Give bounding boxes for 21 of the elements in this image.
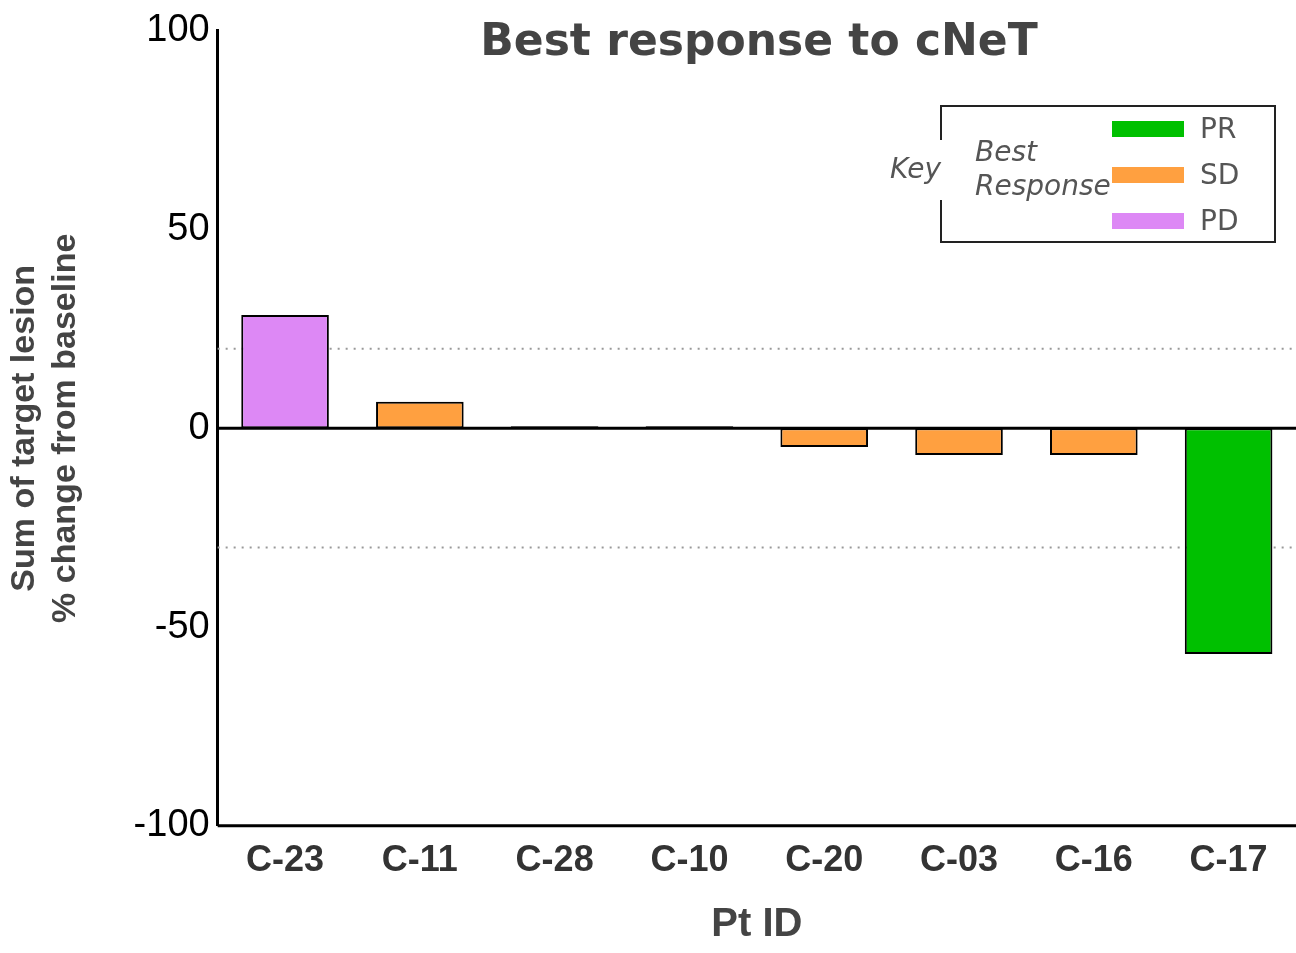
legend-label: PD (1200, 204, 1239, 237)
y-tick-label: 100 (146, 7, 210, 50)
x-tick-label: C-23 (246, 838, 325, 880)
x-tick-label: C-17 (1189, 838, 1268, 880)
x-tick-label: C-28 (515, 838, 594, 880)
x-tick-label: C-11 (381, 838, 458, 880)
y-tick-label: -100 (133, 802, 210, 845)
x-axis-title: Pt ID (711, 900, 803, 945)
legend-label: SD (1200, 158, 1240, 191)
y-tick-label: -50 (154, 603, 210, 646)
legend-title: Best Response (975, 135, 1111, 203)
annotation: Key (890, 152, 942, 185)
x-tick-label: C-20 (785, 838, 864, 880)
x-tick-label: C-16 (1054, 838, 1133, 880)
legend-label: PR (1200, 112, 1237, 145)
y-tick-label: 0 (188, 404, 210, 447)
x-tick-label: C-10 (650, 838, 729, 880)
chart-title: Best response to cNeT (479, 14, 1039, 65)
x-tick-label: C-03 (920, 838, 999, 880)
y-axis-title: Sum of target lesion % change from baseline (2, 233, 82, 623)
y-tick-label: 50 (167, 206, 210, 249)
